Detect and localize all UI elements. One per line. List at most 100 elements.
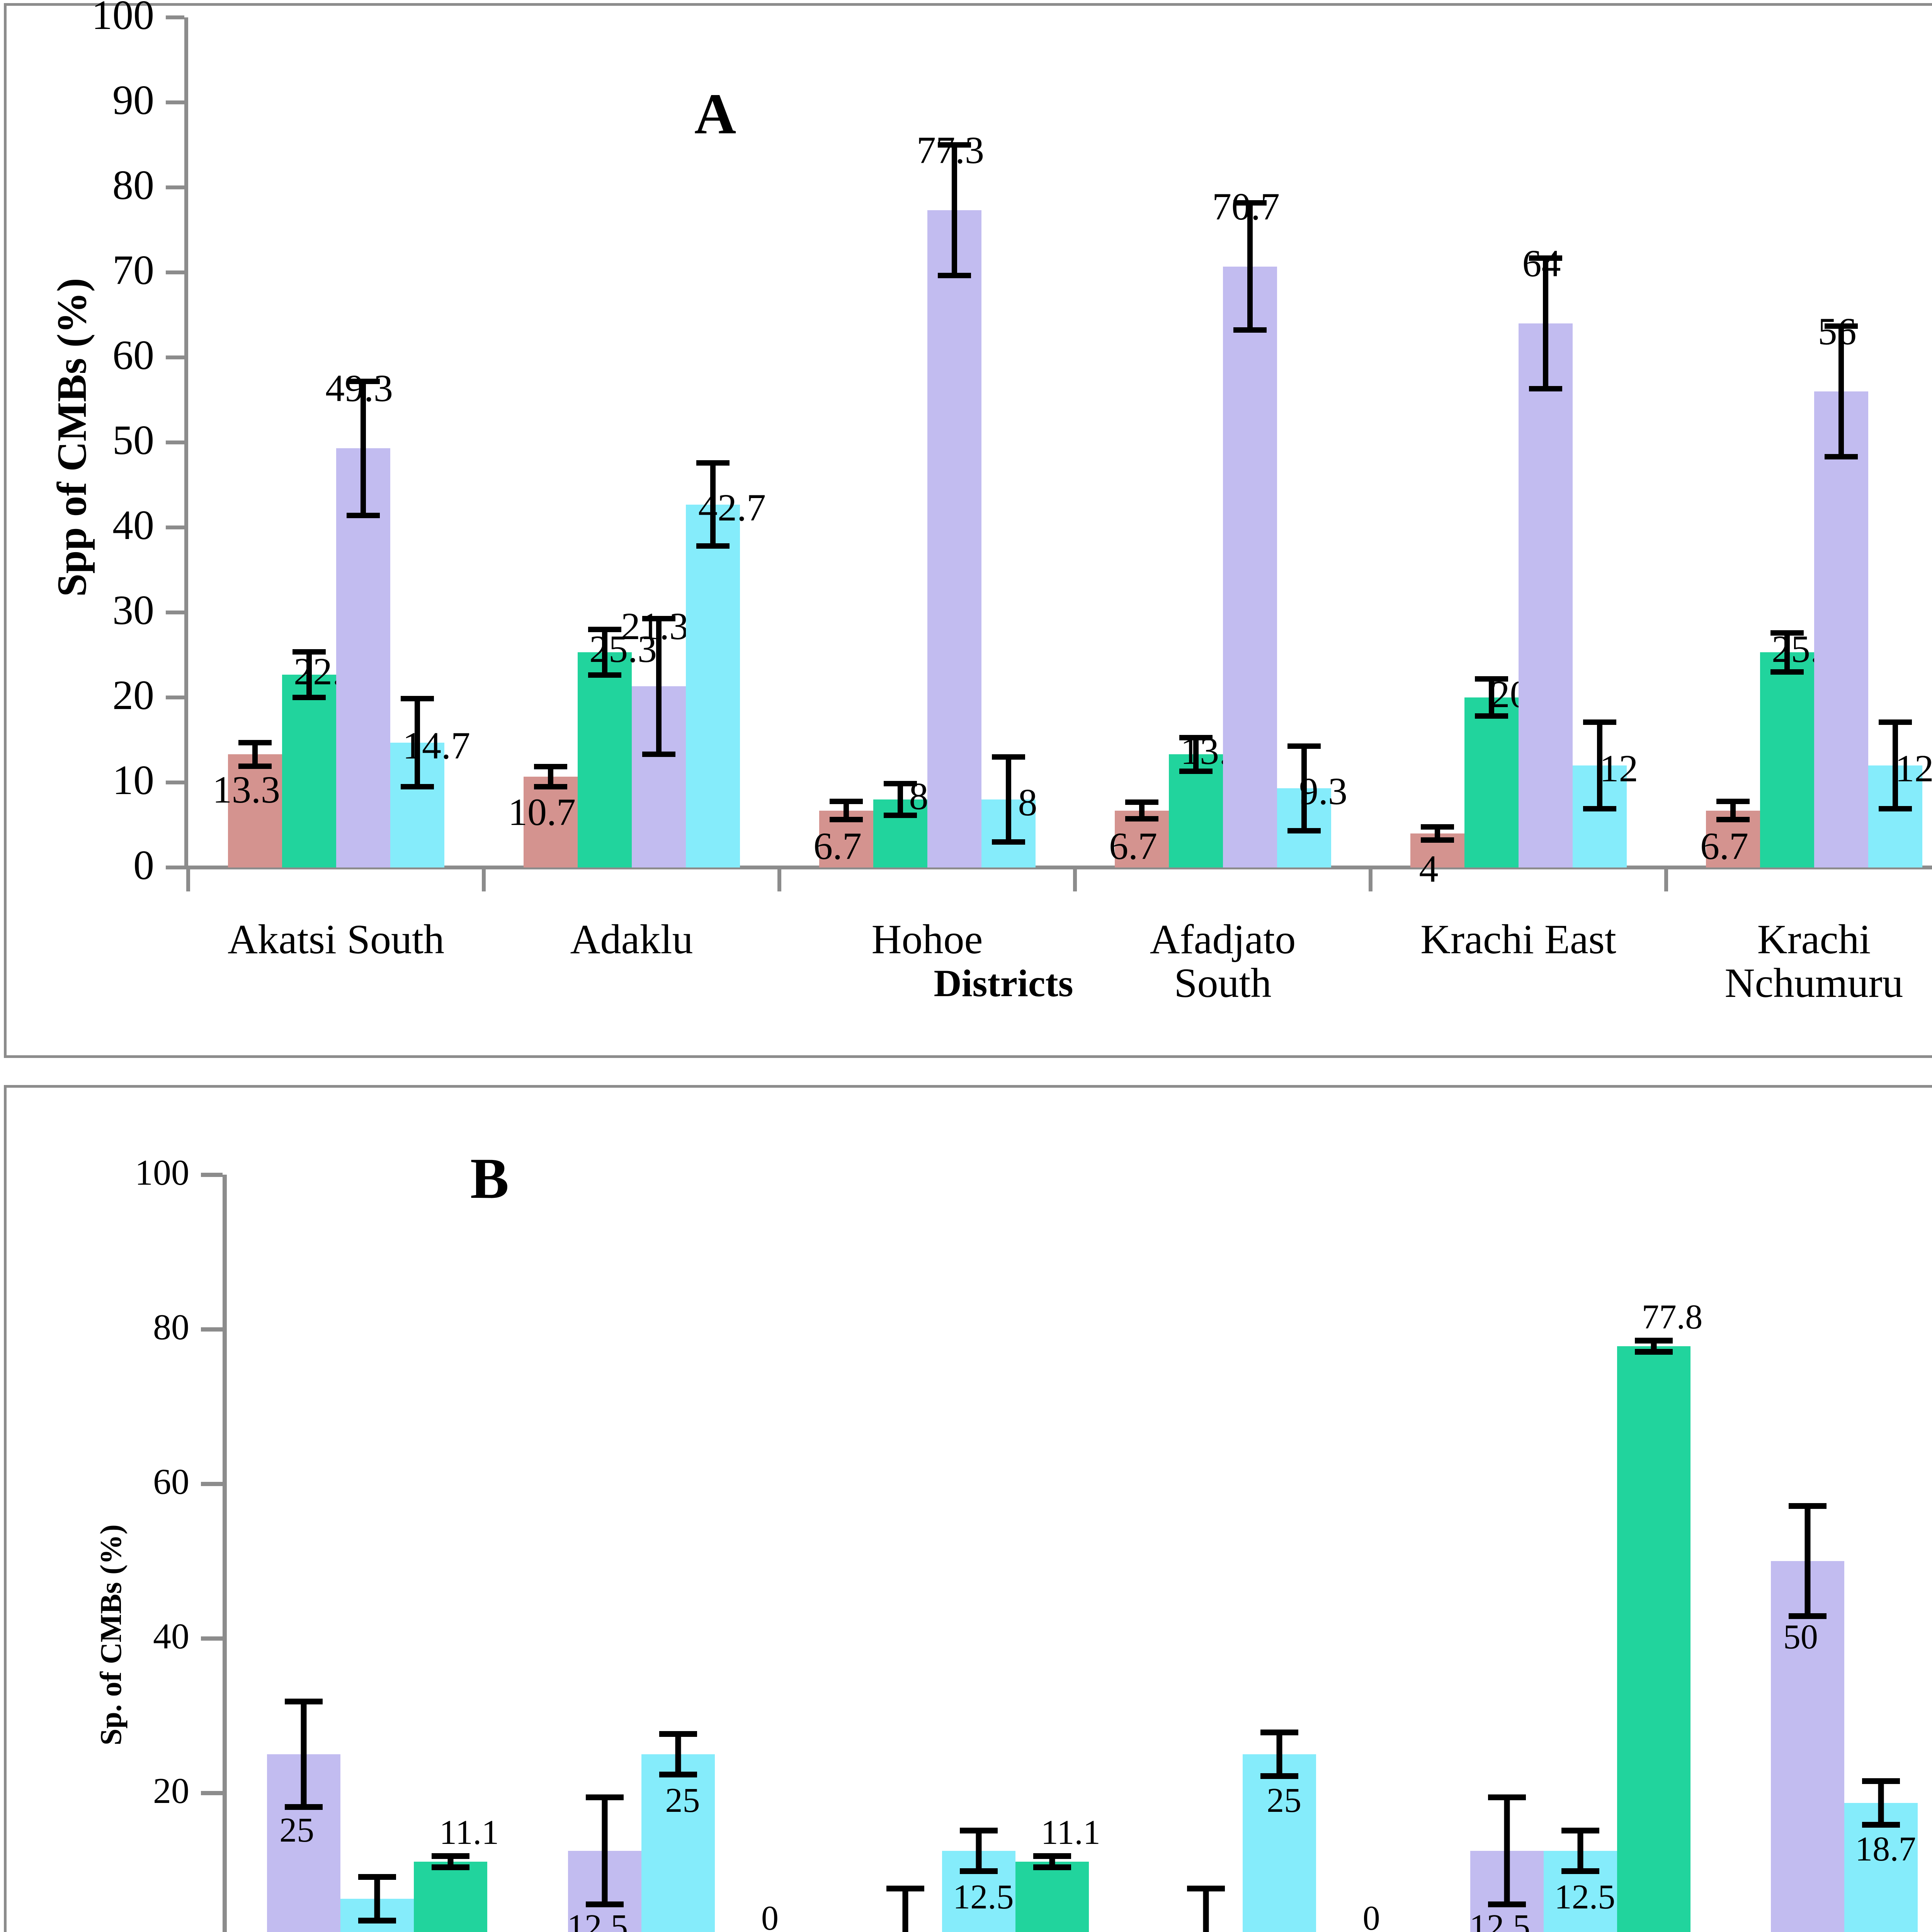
chart-a-y-tick	[166, 611, 184, 614]
chart-b-error-bar-cap	[585, 1901, 624, 1907]
chart-a-error-bar-stem	[414, 696, 420, 789]
chart-b-data-label: 12.5	[1469, 1908, 1531, 1932]
chart-a-error-bar-stem	[1005, 754, 1011, 845]
chart-a-error-bar-cap	[346, 379, 380, 384]
chart-a-y-tick-label: 100	[92, 0, 154, 38]
chart-b-error-bar-cap	[285, 1804, 323, 1810]
chart-a-bar	[685, 504, 740, 867]
chart-b-error-bar-stem	[1504, 1794, 1510, 1907]
chart-b-data-label: 0	[1362, 1899, 1380, 1932]
chart-a-error-bar-cap	[1287, 743, 1321, 749]
chart-a-error-bar	[1814, 323, 1868, 459]
chart-a-error-bar-cap	[346, 512, 380, 518]
chart-a-error-bar-cap	[992, 839, 1025, 845]
chart-a-x-tick	[1369, 867, 1372, 891]
chart-b-y-tick	[201, 1327, 223, 1332]
chart-a-error-bar-cap	[1179, 735, 1213, 740]
chart-a-y-tick	[166, 100, 184, 104]
chart-a-error-bar	[336, 379, 390, 518]
chart-a-y-tick-label: 0	[133, 842, 154, 888]
chart-a-error-bar-cap	[1233, 327, 1267, 333]
chart-a-error-bar-cap	[1824, 454, 1858, 459]
chart-a-error-bar-stem	[1301, 743, 1307, 833]
chart-a-error-bar-cap	[937, 142, 971, 148]
chart-a-y-tick	[166, 355, 184, 359]
chart-b-error-bar-cap	[1033, 1853, 1071, 1859]
chart-b-error-bar-stem	[976, 1828, 982, 1874]
chart-a-error-bar-stem	[897, 781, 903, 818]
chart-a-y-tick	[166, 866, 184, 869]
chart-b-error-bar-cap	[1634, 1349, 1673, 1355]
chart-a-data-label: 14.7	[403, 724, 470, 767]
chart-b-y-tick-label: 20	[153, 1771, 189, 1811]
chart-a-y-tick-label: 30	[112, 587, 154, 633]
chart-a-error-bar	[819, 798, 873, 823]
chart-a-error-bar	[686, 460, 740, 549]
chart-b-error-bar-cap	[659, 1772, 697, 1777]
chart-b-error-bar-cap	[1788, 1613, 1827, 1619]
chart-a-y-tick	[166, 781, 184, 784]
chart-b-error-bar	[1771, 1503, 1844, 1619]
chart-b-error-bar	[414, 1853, 487, 1870]
panel-b: B Sp. of CMBs (%) Districts ACMVEACMVCo-…	[4, 1085, 1932, 1932]
chart-a-error-bar	[390, 696, 444, 789]
chart-a-bar	[523, 776, 578, 867]
chart-b-error-bar-stem	[602, 1794, 607, 1907]
chart-a-error-bar	[632, 616, 686, 757]
chart-a-error-bar-cap	[937, 273, 971, 279]
chart-a-data-label: 64	[1522, 242, 1561, 285]
chart-b-error-bar	[267, 1699, 340, 1810]
chart-a-category-label: Krachi Nchumuru	[1725, 917, 1903, 1007]
chart-b-error-bar-cap	[358, 1874, 396, 1880]
chart-a-data-label: 4	[1419, 847, 1439, 890]
chart-a-error-bar-stem	[548, 764, 553, 789]
chart-a-error-bar-stem	[1139, 799, 1145, 822]
chart-a-error-bar-cap	[1878, 806, 1912, 811]
chart-a-error-bar-stem	[1838, 323, 1844, 459]
chart-b-error-bar	[1169, 1886, 1243, 1932]
chart-a-bar	[228, 754, 282, 867]
chart-b-error-bar-cap	[1561, 1828, 1599, 1833]
chart-a-x-tick	[1073, 867, 1077, 891]
chart-a-error-bar-cap	[883, 813, 917, 818]
chart-a-error-bar-cap	[238, 740, 272, 745]
chart-a-error-bar	[1169, 735, 1223, 774]
chart-a-error-bar-stem	[951, 142, 957, 279]
chart-a-x-axis-line	[184, 866, 1932, 869]
chart-b-error-bar-cap	[886, 1886, 924, 1891]
chart-a-error-bar	[927, 142, 981, 279]
chart-a-bar	[1464, 697, 1519, 867]
chart-a-data-label: 6.7	[1700, 824, 1748, 867]
chart-a-error-bar	[1573, 719, 1627, 811]
chart-a-error-bar-cap	[1125, 816, 1158, 822]
chart-a-error-bar-cap	[696, 460, 730, 466]
chart-b-error-bar	[1544, 1828, 1617, 1874]
panel-a-letter: A	[694, 82, 736, 146]
chart-a-error-bar-cap	[992, 754, 1025, 760]
chart-a-y-tick	[166, 270, 184, 274]
chart-a-error-bar-stem	[252, 740, 258, 769]
chart-b-error-bar-cap	[358, 1918, 396, 1923]
chart-a-data-label: 10.7	[508, 790, 576, 833]
chart-a-error-bar-cap	[1583, 719, 1616, 725]
chart-a-x-tick	[482, 867, 486, 891]
chart-b-y-axis-line	[223, 1175, 227, 1932]
chart-a-error-bar-stem	[710, 460, 716, 549]
chart-a-x-tick	[186, 867, 190, 891]
chart-a-error-bar-cap	[238, 763, 272, 769]
chart-b-y-tick	[201, 1791, 223, 1795]
chart-a-error-bar-stem	[360, 379, 366, 518]
chart-a-error-bar-cap	[883, 781, 917, 786]
chart-b-error-bar-stem	[675, 1731, 681, 1777]
chart-a-error-bar-stem	[1730, 798, 1736, 823]
chart-b-data-label: 6.3	[360, 1928, 404, 1932]
chart-a-error-bar	[1277, 743, 1331, 833]
chart-b-bar	[1015, 1862, 1089, 1932]
chart-a-error-bar	[1519, 255, 1573, 391]
chart-b-error-bar-stem	[374, 1874, 380, 1923]
chart-a-error-bar-stem	[1892, 719, 1898, 811]
chart-b-error-bar	[1243, 1730, 1316, 1779]
chart-a-category-label: Hohoe	[871, 917, 983, 963]
chart-a-data-label: 12	[1599, 747, 1638, 790]
chart-a-bar	[927, 210, 981, 867]
